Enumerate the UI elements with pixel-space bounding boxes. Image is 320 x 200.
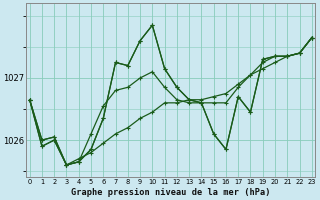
X-axis label: Graphe pression niveau de la mer (hPa): Graphe pression niveau de la mer (hPa) xyxy=(71,188,270,197)
